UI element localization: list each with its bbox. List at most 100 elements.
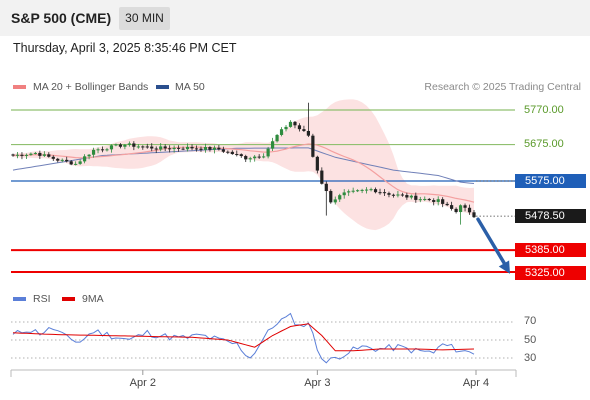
candle-body: [123, 144, 127, 147]
candle-body: [56, 158, 60, 161]
candles: [11, 102, 476, 225]
rsi-legend-label: RSI: [33, 293, 51, 305]
rsi-tick-30: 30: [524, 352, 537, 364]
candle-body: [244, 156, 248, 160]
ma20-layer: [12, 143, 475, 203]
candle-body: [306, 130, 310, 136]
copyright-label: Research © 2025 Trading Central: [424, 81, 581, 93]
candle-body: [467, 207, 472, 213]
candle-body: [360, 189, 364, 191]
ma50-legend-swatch: [156, 85, 169, 89]
candle-body: [454, 208, 458, 213]
candle-body: [427, 198, 431, 201]
bollinger-bands: [13, 99, 474, 231]
candle-body: [83, 156, 87, 162]
candle-body: [248, 158, 252, 160]
candle-body: [284, 126, 288, 130]
candle-body: [38, 152, 42, 156]
candle-body: [450, 205, 454, 209]
candle-body: [364, 189, 369, 191]
candle-body: [118, 144, 123, 147]
timeframe-button[interactable]: 30 MIN: [119, 7, 170, 30]
candle-body: [302, 129, 306, 131]
candle-body: [100, 149, 105, 151]
candle-body: [293, 121, 297, 126]
candle-body: [378, 192, 382, 194]
rsi-panel: [11, 312, 515, 364]
x-tick-label: Apr 2: [130, 377, 156, 389]
candle-body: [432, 200, 436, 202]
candle-body: [47, 154, 51, 157]
candle-body: [114, 144, 118, 146]
candle-body: [159, 146, 163, 150]
candle-body: [33, 152, 37, 154]
candle-body: [279, 129, 284, 135]
candle-body: [217, 147, 221, 150]
rsi-ma-line: [12, 323, 475, 352]
candle-body: [338, 195, 342, 200]
candle-body: [203, 147, 208, 150]
rsi-ma-legend-label: 9MA: [82, 293, 104, 305]
candle-body: [387, 193, 391, 195]
candle-body: [369, 189, 373, 191]
price-levels: [11, 109, 515, 273]
last-price-badge: 5478.50: [515, 209, 586, 223]
candle-body: [136, 146, 140, 148]
candle-body: [127, 143, 131, 145]
candle-body: [445, 203, 449, 206]
level-badge-5385: 5385.00: [515, 243, 586, 257]
bollinger-band-area: [13, 99, 474, 231]
candle-body: [168, 148, 172, 150]
candle-body: [65, 159, 69, 162]
candle-body: [396, 194, 400, 196]
candle-body: [266, 148, 270, 157]
candle-body: [194, 148, 199, 150]
candle-body: [105, 149, 109, 151]
rsi-legend-swatch: [13, 297, 26, 301]
candle-body: [329, 191, 333, 203]
candle-body: [373, 189, 378, 193]
candle-body: [74, 163, 78, 165]
candle-body: [458, 205, 463, 213]
candle-body: [311, 135, 315, 157]
candle-body: [356, 190, 360, 192]
candle-body: [221, 149, 225, 152]
candle-body: [262, 156, 266, 158]
candle-body: [463, 205, 467, 208]
candle-body: [141, 146, 145, 148]
candle-body: [177, 147, 181, 149]
rsi-ma-legend-swatch: [62, 297, 75, 301]
candle-body: [15, 154, 20, 156]
candle-body: [87, 154, 91, 157]
candle-body: [253, 156, 257, 159]
candle-body: [400, 194, 404, 196]
ma20-line: [12, 143, 475, 203]
candle-body: [132, 143, 136, 147]
candle-body: [11, 154, 15, 156]
candle-body: [29, 153, 33, 155]
candle-body: [315, 156, 319, 171]
ma20-legend-swatch: [13, 85, 26, 89]
candle-body: [96, 149, 100, 151]
candle-body: [382, 192, 387, 194]
instrument-title: S&P 500 (CME): [11, 10, 112, 26]
candle-body: [409, 195, 413, 198]
chart-header: S&P 500 (CME) 30 MIN: [0, 0, 590, 36]
candle-body: [288, 121, 293, 127]
candle-body: [145, 146, 149, 148]
projection-arrow-head: [498, 260, 510, 274]
candle-body: [239, 154, 243, 157]
candle-body: [414, 195, 418, 200]
candle-body: [342, 192, 346, 196]
candle-body: [69, 161, 73, 165]
candle-body: [333, 199, 337, 203]
candle-body: [472, 212, 476, 218]
candle-body: [185, 146, 190, 150]
candle-body: [190, 146, 194, 149]
candle-body: [60, 159, 64, 161]
level-badge-5325: 5325.00: [515, 266, 586, 280]
ma50-legend-label: MA 50: [175, 81, 205, 93]
candle-body: [418, 199, 422, 201]
level-label-5675: 5675.00: [524, 138, 564, 150]
